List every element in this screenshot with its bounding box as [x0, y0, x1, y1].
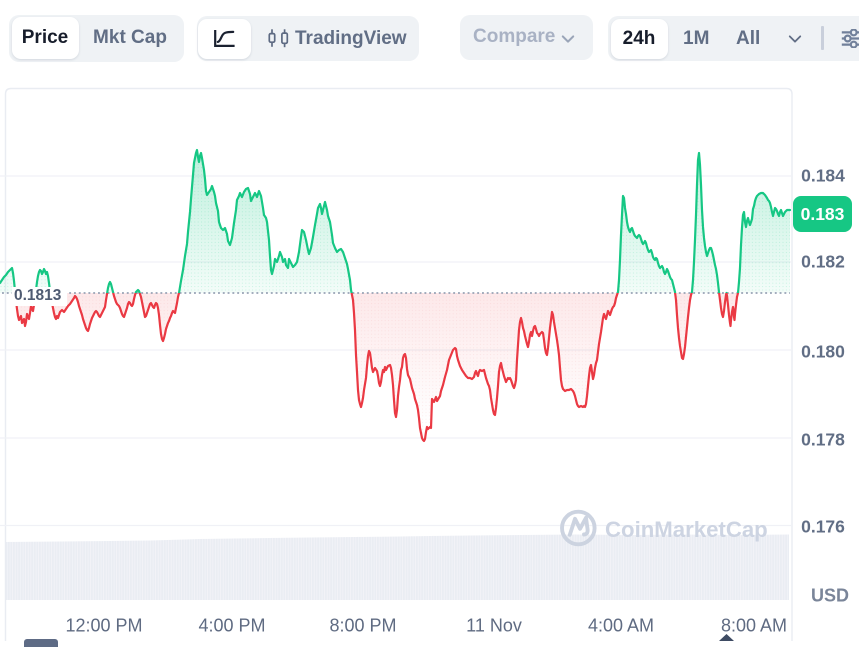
svg-text:CoinMarketCap: CoinMarketCap [605, 517, 768, 542]
